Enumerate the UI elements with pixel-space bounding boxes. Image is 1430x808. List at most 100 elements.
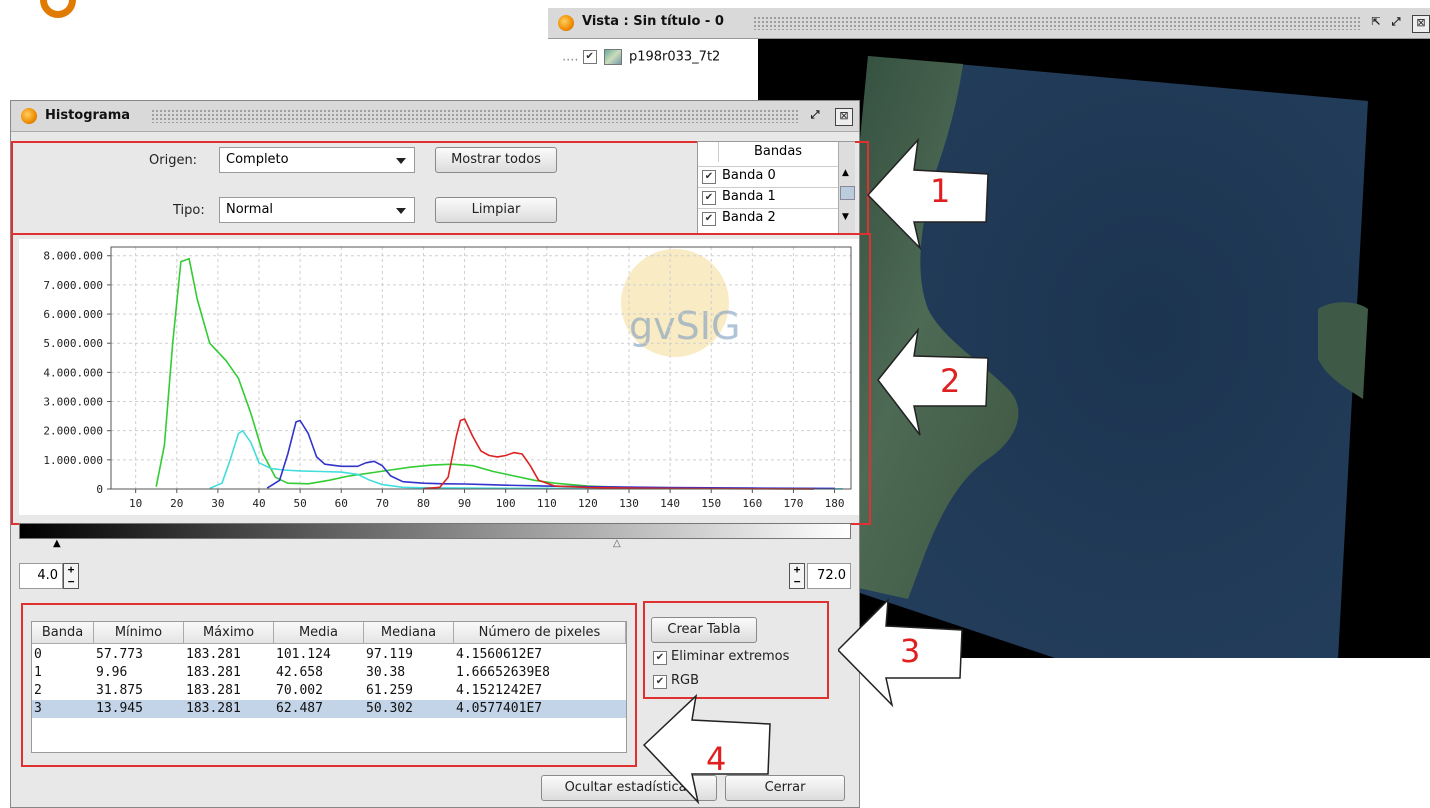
chart-series xyxy=(155,257,843,490)
statistics-panel: Banda Mínimo Máximo Media Mediana Número… xyxy=(21,603,637,767)
min-slider-handle[interactable]: ▲ xyxy=(53,538,61,549)
col-header-media[interactable]: Media xyxy=(274,622,364,644)
range-gradient-bar[interactable] xyxy=(19,523,851,539)
x-tick-label: 170 xyxy=(784,497,804,510)
close-icon[interactable]: ⊠ xyxy=(835,108,853,126)
cell-numero-pixeles: 4.0577401E7 xyxy=(456,701,543,716)
rgb-checkbox[interactable]: ✔ xyxy=(653,675,667,689)
cell-numero-pixeles: 1.66652639E8 xyxy=(456,665,550,680)
y-tick-label: 7.000.000 xyxy=(43,279,103,292)
chevron-down-icon xyxy=(396,158,406,164)
annotation-3: 3 xyxy=(900,632,921,670)
cell-maximo: 183.281 xyxy=(186,665,241,680)
x-tick-label: 70 xyxy=(376,497,389,510)
title-bar-grip xyxy=(151,109,799,123)
watermark-text: gvSIG xyxy=(629,304,740,348)
arrow-3-icon xyxy=(838,598,963,708)
y-tick-label: 5.000.000 xyxy=(43,337,103,350)
y-tick-label: 6.000.000 xyxy=(43,308,103,321)
arrow-1-icon xyxy=(866,137,989,251)
histogram-chart: gvSIG 0 1.000.000 2.000.000 3.000.000 4.000.… xyxy=(19,239,859,515)
max-spinner[interactable]: + − xyxy=(789,563,805,589)
max-slider-handle[interactable]: △ xyxy=(613,538,621,549)
histogram-title-bar[interactable]: Histograma ⤢ ⊠ xyxy=(11,101,859,132)
table-row-selected[interactable]: 3 13.945 183.281 62.487 50.302 4.0577401… xyxy=(32,700,626,718)
y-tick-label: 3.000.000 xyxy=(43,396,103,409)
y-tick-label: 0 xyxy=(96,483,103,496)
cell-mediana: 61.259 xyxy=(366,683,413,698)
arrow-4-icon xyxy=(642,693,771,805)
crear-tabla-button[interactable]: Crear Tabla xyxy=(651,617,757,643)
bands-table: Bandas ✔ Banda 0 ✔ Banda 1 ✔ Banda 2 ▲ ▼ xyxy=(697,141,855,235)
col-header-maximo[interactable]: Máximo xyxy=(184,622,274,644)
mostrar-todos-button[interactable]: Mostrar todos xyxy=(435,147,557,173)
scroll-up-icon[interactable]: ▲ xyxy=(842,168,849,178)
col-header-minimo[interactable]: Mínimo xyxy=(94,622,184,644)
scroll-thumb[interactable] xyxy=(840,186,855,200)
restore-icon[interactable]: ⇱ xyxy=(1371,15,1381,28)
cell-numero-pixeles: 4.1560612E7 xyxy=(456,647,543,662)
scroll-down-icon[interactable]: ▼ xyxy=(842,212,849,222)
col-header-banda[interactable]: Banda xyxy=(32,622,94,644)
band-label: Banda 2 xyxy=(722,210,776,225)
cell-numero-pixeles: 4.1521242E7 xyxy=(456,683,543,698)
limpiar-button[interactable]: Limpiar xyxy=(435,197,557,223)
series-line-3 xyxy=(423,418,815,490)
x-tick-label: 140 xyxy=(660,497,680,510)
x-tick-label: 160 xyxy=(742,497,762,510)
cell-maximo: 183.281 xyxy=(186,701,241,716)
y-tick-label: 1.000.000 xyxy=(43,454,103,467)
vista-title-bar[interactable]: Vista : Sin título - 0 ⇱ ⤢ ⊠ xyxy=(548,8,1430,39)
tipo-value: Normal xyxy=(226,202,274,217)
x-tick-label: 120 xyxy=(578,497,598,510)
origen-label: Origen: xyxy=(149,153,198,168)
annotation-1: 1 xyxy=(930,172,951,210)
band-row[interactable]: ✔ Banda 1 xyxy=(698,187,838,208)
x-tick-label: 10 xyxy=(129,497,142,510)
bands-scrollbar[interactable]: ▲ ▼ xyxy=(838,142,855,234)
cerrar-button[interactable]: Cerrar xyxy=(725,775,845,801)
cell-media: 62.487 xyxy=(276,701,323,716)
eliminar-extremos-checkbox[interactable]: ✔ xyxy=(653,651,667,665)
band-row[interactable]: ✔ Banda 0 xyxy=(698,166,838,187)
close-icon[interactable]: ⊠ xyxy=(1412,15,1430,33)
col-header-mediana[interactable]: Mediana xyxy=(364,622,454,644)
tipo-select[interactable]: Normal xyxy=(219,197,415,223)
layer-visibility-checkbox[interactable]: ✔ xyxy=(582,50,597,64)
cell-media: 70.002 xyxy=(276,683,323,698)
band-row[interactable]: ✔ Banda 2 xyxy=(698,208,838,229)
y-tick-label: 4.000.000 xyxy=(43,366,103,379)
vista-title: Vista : Sin título - 0 xyxy=(582,14,724,29)
maximize-icon[interactable]: ⤢ xyxy=(810,108,820,121)
options-panel: Crear Tabla ✔ Eliminar extremos ✔ RGB xyxy=(643,601,829,699)
arrow-2-icon xyxy=(877,327,989,436)
annotation-2: 2 xyxy=(940,362,961,400)
toc-layer-item[interactable]: .... ✔ p198r033_7t2 xyxy=(562,49,720,65)
series-line-0 xyxy=(155,257,815,490)
min-spinner[interactable]: + − xyxy=(63,563,79,589)
table-row[interactable]: 0 57.773 183.281 101.124 97.119 4.156061… xyxy=(32,646,626,664)
table-row[interactable]: 1 9.96 183.281 42.658 30.38 1.66652639E8 xyxy=(32,664,626,682)
min-value-field[interactable]: 4.0 xyxy=(19,563,63,589)
cell-mediana: 97.119 xyxy=(366,647,413,662)
y-tick-label: 2.000.000 xyxy=(43,425,103,438)
tree-connector: .... xyxy=(562,49,579,65)
table-row[interactable]: 2 31.875 183.281 70.002 61.259 4.1521242… xyxy=(32,682,626,700)
chart-background xyxy=(19,239,859,515)
maximize-icon[interactable]: ⤢ xyxy=(1391,15,1401,28)
eliminar-extremos-label: Eliminar extremos xyxy=(671,649,790,664)
origen-select[interactable]: Completo xyxy=(219,147,415,173)
annotation-arrows xyxy=(838,137,989,708)
statistics-table[interactable]: Banda Mínimo Máximo Media Mediana Número… xyxy=(31,621,627,753)
series-line-1 xyxy=(209,429,843,490)
rgb-label: RGB xyxy=(671,673,700,688)
band-checkbox[interactable]: ✔ xyxy=(702,212,716,226)
y-axis: 0 1.000.000 2.000.000 3.000.000 4.000.000 5.0… xyxy=(43,250,111,496)
histogram-dialog: Histograma ⤢ ⊠ Origen: Completo Tipo: No… xyxy=(10,100,871,808)
col-header-numero-pixeles[interactable]: Número de pixeles xyxy=(454,622,626,644)
max-value-field[interactable]: 72.0 xyxy=(807,563,851,589)
gvsig-watermark: gvSIG xyxy=(621,249,740,357)
band-checkbox[interactable]: ✔ xyxy=(702,170,716,184)
x-tick-label: 80 xyxy=(417,497,430,510)
band-checkbox[interactable]: ✔ xyxy=(702,191,716,205)
